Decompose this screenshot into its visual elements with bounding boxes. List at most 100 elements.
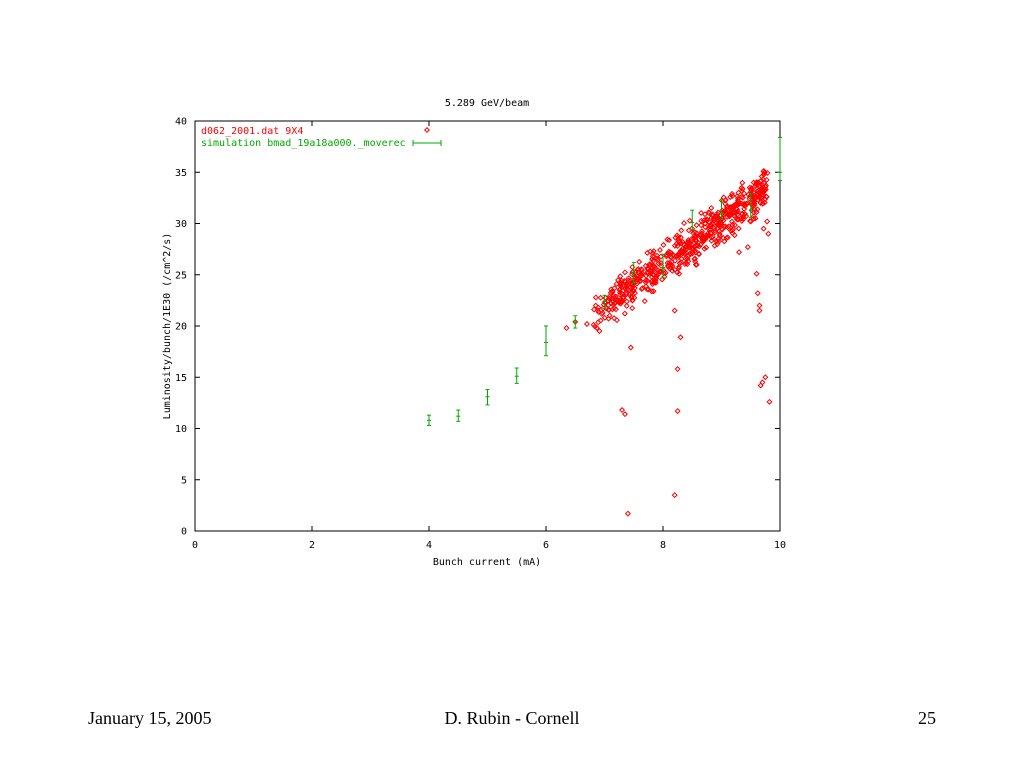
data-point <box>724 234 731 241</box>
data-point <box>657 268 664 275</box>
data-point <box>733 205 740 212</box>
data-point <box>602 299 609 306</box>
data-point <box>608 286 615 293</box>
data-point <box>649 271 657 278</box>
data-point <box>714 241 721 248</box>
data-point <box>748 190 755 197</box>
legend-marker-data <box>423 126 431 134</box>
data-point <box>650 288 657 295</box>
simulation-point <box>690 209 695 231</box>
data-point <box>754 188 761 195</box>
data-point <box>617 286 624 293</box>
data-point <box>672 257 679 264</box>
data-point <box>659 276 666 283</box>
y-tick-label: 5 <box>181 475 187 486</box>
data-point <box>681 220 688 227</box>
data-point <box>689 225 696 232</box>
x-tick-label: 8 <box>660 540 666 551</box>
data-point <box>679 248 686 255</box>
data-point <box>696 243 703 250</box>
data-point <box>616 291 623 298</box>
data-point <box>601 314 608 321</box>
data-point <box>765 230 772 237</box>
y-tick-label: 15 <box>175 373 187 384</box>
data-point <box>627 277 634 284</box>
y-tick-label: 30 <box>175 219 187 230</box>
data-point <box>727 203 734 210</box>
data-point <box>621 411 628 418</box>
data-point <box>646 261 653 268</box>
data-point <box>668 261 675 268</box>
data-point <box>734 197 741 204</box>
x-tick-label: 4 <box>426 540 432 551</box>
data-point <box>623 302 630 309</box>
data-point <box>563 325 570 332</box>
data-point <box>677 334 684 341</box>
data-point <box>698 209 705 216</box>
data-point <box>670 252 677 259</box>
footer-page-number: 25 <box>918 708 936 728</box>
data-point <box>738 200 746 207</box>
data-point <box>719 215 726 222</box>
data-point <box>617 282 624 290</box>
data-point <box>668 254 675 261</box>
data-point <box>649 277 656 285</box>
data-point <box>721 238 728 245</box>
data-point <box>764 218 771 225</box>
data-point <box>595 308 602 315</box>
data-point <box>766 398 773 405</box>
data-point <box>645 286 652 293</box>
data-point <box>637 271 644 278</box>
data-point <box>753 209 760 216</box>
data-point <box>759 200 766 207</box>
data-point <box>597 294 604 301</box>
data-point <box>704 230 711 237</box>
data-point <box>675 265 682 272</box>
x-tick-label: 6 <box>543 540 549 551</box>
data-point <box>656 268 663 275</box>
data-point <box>583 320 590 327</box>
data-point <box>708 237 715 244</box>
x-tick-label: 10 <box>774 540 786 551</box>
data-point <box>617 273 624 280</box>
data-point <box>723 204 730 211</box>
data-point <box>678 227 685 234</box>
data-point <box>758 195 765 202</box>
y-tick-label: 10 <box>175 424 187 435</box>
data-point <box>727 227 734 234</box>
data-point <box>624 510 631 517</box>
simulation-point <box>573 315 578 329</box>
data-point <box>731 232 738 239</box>
y-axis-label: Luminosity/bunch/1E30 (/cm^2/s) <box>162 233 173 420</box>
x-axis: 0 2 4 6 8 10 <box>192 121 786 551</box>
data-point <box>738 194 745 201</box>
data-point <box>714 225 721 232</box>
data-point <box>629 305 636 312</box>
data-point <box>613 317 620 324</box>
data-point <box>643 272 650 279</box>
data-point <box>722 223 729 230</box>
data-point <box>753 270 760 277</box>
data-point <box>760 225 767 232</box>
data-point <box>697 231 704 238</box>
data-point <box>623 289 630 296</box>
data-point <box>756 307 763 314</box>
data-point <box>610 292 617 299</box>
data-point <box>707 223 714 230</box>
data-point <box>698 217 705 224</box>
data-point <box>611 285 618 292</box>
simulation-point <box>456 409 461 422</box>
x-tick-label: 0 <box>192 540 198 551</box>
data-point <box>597 317 604 324</box>
data-series <box>563 167 773 517</box>
data-point <box>750 213 757 220</box>
data-point <box>698 222 705 229</box>
data-point <box>729 190 736 197</box>
simulation-point <box>485 389 490 406</box>
data-point <box>760 189 767 196</box>
data-point <box>708 234 715 241</box>
simulation-point <box>631 261 636 284</box>
data-point <box>693 222 700 229</box>
data-point <box>709 212 716 219</box>
